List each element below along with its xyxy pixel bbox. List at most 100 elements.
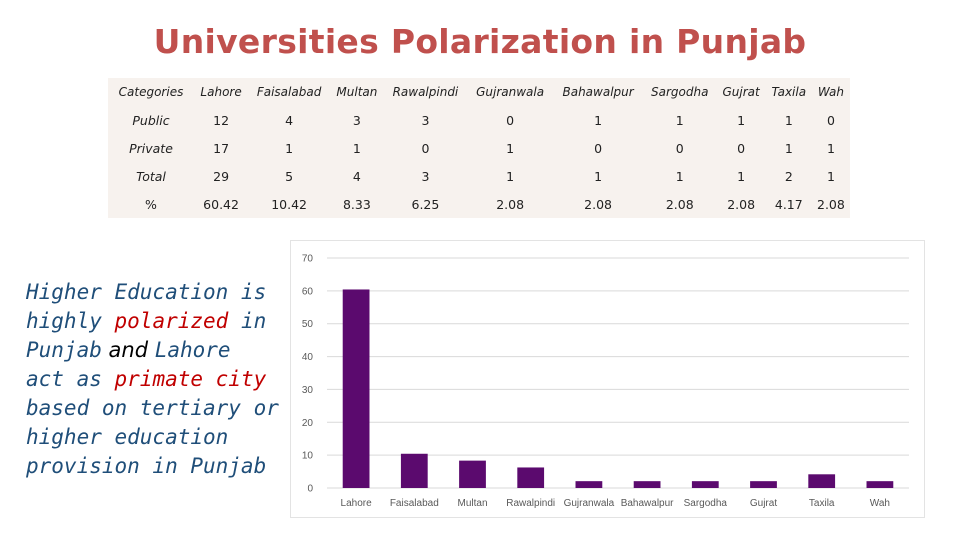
description-text: Higher Education is highly polarized in …: [26, 278, 281, 481]
table-cell: 1: [352, 140, 361, 156]
table-cell: 1: [826, 168, 835, 184]
table-cell: 1: [675, 112, 684, 128]
table-cell: 4: [352, 168, 361, 184]
table-row: Private 17 1 1 0 1 0 0 0 1 1: [108, 134, 850, 162]
table-cell: 0: [421, 140, 430, 156]
text-fragment: Lahore: [154, 338, 231, 362]
x-tick-label: Gujrat: [750, 498, 777, 509]
table-cell: 1: [784, 140, 793, 156]
table-row: Public 12 4 3 3 0 1 1 1 1 0: [108, 106, 850, 134]
table-row: % 60.42 10.42 8.33 6.25 2.08 2.08 2.08 2.08 4.17 2…: [108, 190, 850, 218]
y-tick-label: 60: [302, 286, 314, 297]
table-cell: 6.25: [411, 196, 440, 212]
x-tick-label: Lahore: [341, 498, 373, 509]
table-cell: 0: [506, 112, 515, 128]
table-cell: 4.17: [774, 196, 803, 212]
table-cell: 2.08: [727, 196, 756, 212]
table-cell: 29: [213, 168, 230, 184]
x-tick-label: Multan: [457, 498, 487, 509]
description-line: highly polarized in: [26, 307, 281, 336]
table-cell: 2.08: [496, 196, 525, 212]
text-fragment: and: [101, 338, 155, 362]
universities-table: Categories Lahore Faisalabad Multan Rawalpin…: [108, 78, 850, 218]
y-tick-label: 0: [307, 484, 313, 495]
table-row: Total 29 5 4 3 1 1 1 1 2 1: [108, 162, 850, 190]
table-cell: 3: [421, 112, 430, 128]
table-cell: 1: [737, 168, 746, 184]
table-cell: 8.33: [342, 196, 371, 212]
description-line: act as primate city: [26, 365, 281, 394]
table-header-cell: Gujranwala: [476, 85, 545, 99]
text-fragment: in: [228, 309, 267, 333]
description-line: higher education: [26, 425, 229, 449]
table-header-cell: Taxila: [771, 85, 807, 99]
y-tick-label: 40: [302, 352, 314, 363]
bar-gujrat: [750, 481, 777, 488]
text-fragment: highly: [26, 309, 115, 333]
table-cell: 1: [506, 168, 515, 184]
table-cell: 4: [285, 112, 294, 128]
description-line: provision in Punjab: [26, 454, 267, 478]
x-tick-label: Gujranwala: [564, 498, 615, 509]
table-cell: 1: [737, 112, 746, 128]
table-header-categories: Categories: [118, 85, 184, 99]
table-header-cell: Multan: [336, 85, 378, 99]
x-tick-label: Bahawalpur: [621, 498, 674, 509]
table-cell: 2.08: [817, 196, 845, 212]
y-tick-label: 50: [302, 319, 314, 330]
bar-bahawalpur: [633, 481, 661, 488]
table-cell: 17: [213, 140, 230, 156]
table-cell: 0: [594, 140, 603, 156]
bar-wah: [866, 481, 894, 488]
table-cell: 2: [784, 168, 793, 184]
table-cell: 12: [213, 112, 230, 128]
table-cell: 0: [675, 140, 684, 156]
y-tick-label: 70: [302, 254, 314, 265]
table-header-cell: Sargodha: [651, 85, 709, 99]
table-cell: 0: [826, 112, 835, 128]
table-header-cell: Gujrat: [722, 85, 760, 99]
table-cell: 2.08: [665, 196, 694, 212]
table-cell: 1: [506, 140, 515, 156]
x-tick-label: Wah: [870, 498, 890, 509]
table-cell: 1: [675, 168, 684, 184]
y-tick-label: 30: [302, 385, 314, 396]
table-cell: 3: [352, 112, 361, 128]
table-cell: 1: [594, 168, 603, 184]
table-row-label: Private: [129, 140, 173, 156]
bar-sargodha: [691, 481, 719, 488]
table-cell: 0: [737, 140, 746, 156]
text-highlight: polarized: [114, 309, 229, 333]
table-header-cell: Lahore: [200, 85, 242, 99]
table-cell: 10.42: [271, 196, 307, 212]
table-header-cell: Wah: [817, 85, 844, 99]
bar-lahore: [342, 289, 370, 488]
bar-gujranwala: [575, 481, 603, 488]
bar-chart-svg: 0 10 20 30 40 50 60 70 Lahore Faisalabad Multan Raw…: [302, 254, 909, 509]
table-cell: 60.42: [203, 196, 239, 212]
table-cell: 1: [285, 140, 294, 156]
bar-faisalabad: [400, 453, 428, 488]
x-tick-label: Taxila: [809, 498, 835, 509]
bar-multan: [459, 460, 486, 488]
table-cell: 5: [285, 168, 294, 184]
bar-rawalpindi: [517, 467, 545, 488]
x-tick-label: Faisalabad: [390, 498, 439, 509]
x-tick-label: Sargodha: [684, 498, 728, 509]
bar-chart: 0 10 20 30 40 50 60 70 Lahore Faisalabad Multan Raw…: [290, 240, 925, 518]
description-line: based on tertiary or: [26, 396, 279, 420]
y-tick-label: 20: [302, 418, 314, 429]
description-line: Punjab and Lahore: [26, 336, 281, 365]
table-cell: 1: [784, 112, 793, 128]
table-header-row: Categories Lahore Faisalabad Multan Rawalpin…: [108, 78, 850, 106]
table-row-label: Total: [136, 168, 166, 184]
table-row-label: %: [145, 196, 157, 212]
text-highlight: primate city: [114, 367, 267, 391]
text-fragment: Punjab: [26, 338, 102, 362]
table-cell: 2.08: [584, 196, 612, 212]
bar-taxila: [808, 474, 836, 488]
table-header-cell: Bahawalpur: [562, 85, 634, 99]
text-fragment: act as: [26, 367, 115, 391]
table-cell: 1: [594, 112, 603, 128]
table-header-cell: Rawalpindi: [392, 85, 459, 99]
